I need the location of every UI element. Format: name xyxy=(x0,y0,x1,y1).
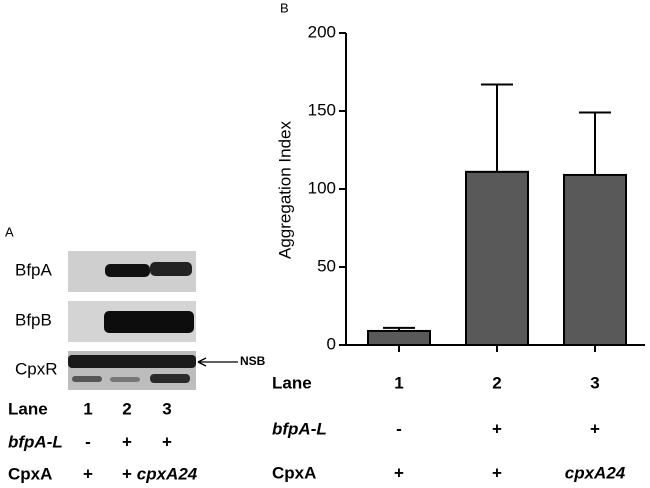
x-tick-label: 3 xyxy=(590,373,599,392)
y-tick-label: 200 xyxy=(308,22,336,41)
row-label: bfpA-L xyxy=(8,432,63,451)
table-cell: + xyxy=(122,464,132,483)
band xyxy=(105,264,150,277)
panel-label: B xyxy=(280,0,289,15)
table-cell: + xyxy=(492,419,502,438)
band xyxy=(104,311,194,333)
band xyxy=(68,355,196,368)
blot-label: BfpA xyxy=(15,260,53,279)
table-cell: + xyxy=(394,463,404,482)
blot-label: BfpB xyxy=(15,310,52,329)
row-label: Lane xyxy=(272,373,312,392)
panel-label: A xyxy=(5,224,14,239)
band xyxy=(150,262,192,276)
table-cell: 1 xyxy=(83,399,92,418)
bar xyxy=(465,170,529,346)
x-tick-label: 1 xyxy=(394,373,403,392)
band xyxy=(72,376,102,382)
y-tick-label: 100 xyxy=(308,178,336,197)
table-cell: + xyxy=(590,419,600,438)
table-cell: + xyxy=(162,432,172,451)
nsb-arrowhead xyxy=(197,357,207,367)
table-cell: - xyxy=(396,419,402,438)
band xyxy=(150,374,190,383)
row-label: bfpA-L xyxy=(272,419,327,438)
table-cell: + xyxy=(492,463,502,482)
y-tick-label: 0 xyxy=(327,334,336,353)
x-tick-label: 2 xyxy=(492,373,501,392)
bar xyxy=(367,329,431,346)
table-cell: 2 xyxy=(122,399,131,418)
table-cell: cpxA24 xyxy=(137,464,198,483)
band xyxy=(110,377,140,382)
table-cell: - xyxy=(85,432,91,451)
row-label: CpxA xyxy=(272,463,316,482)
blot-label: CpxR xyxy=(15,359,58,378)
y-tick-label: 50 xyxy=(317,256,336,275)
table-cell: + xyxy=(83,464,93,483)
table-cell: 3 xyxy=(162,399,171,418)
y-axis-label: Aggregation Index xyxy=(275,121,294,259)
y-tick-label: 150 xyxy=(308,100,336,119)
row-label: Lane xyxy=(8,399,48,418)
bar xyxy=(563,173,627,346)
nsb-label: NSB xyxy=(240,354,266,368)
row-label: CpxA xyxy=(8,464,52,483)
table-cell: + xyxy=(122,432,132,451)
table-cell: cpxA24 xyxy=(565,463,626,482)
blot-images xyxy=(68,251,238,390)
